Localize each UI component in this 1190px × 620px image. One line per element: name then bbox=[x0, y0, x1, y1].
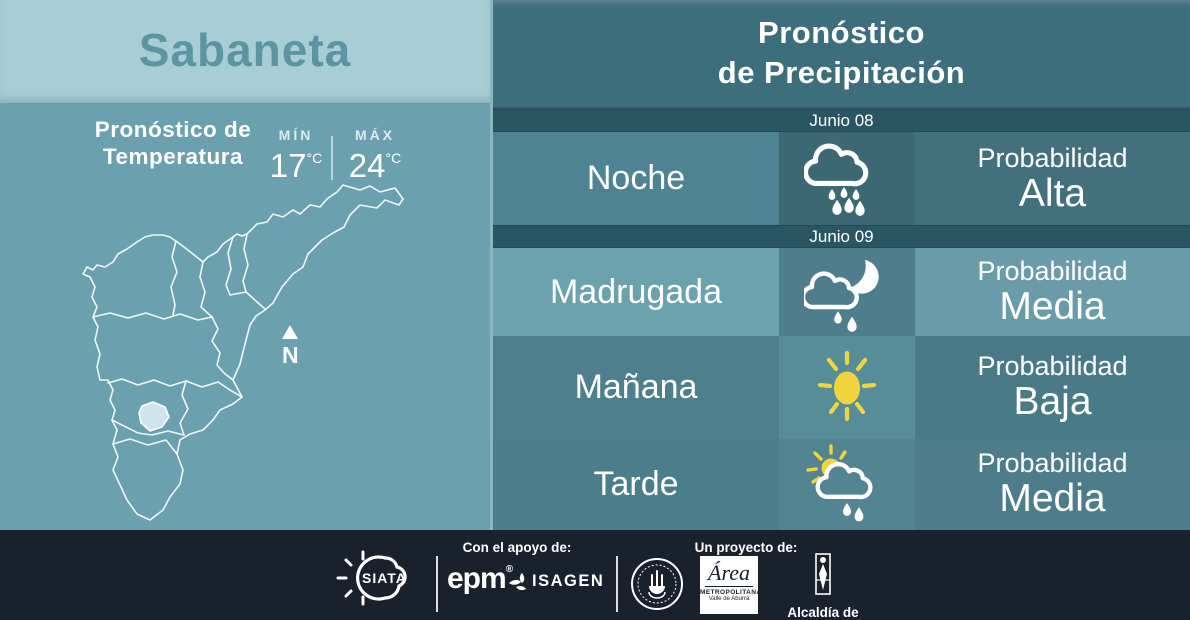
period-label-noche: Noche bbox=[493, 132, 779, 226]
medellin-seal-logo bbox=[631, 558, 683, 610]
forecast-row-noche: Noche Probabilidad Alta bbox=[493, 132, 1190, 226]
map-border-itagui-envigado bbox=[179, 380, 189, 436]
alcaldia-statue-icon bbox=[815, 553, 831, 595]
sabaneta-highlight bbox=[138, 401, 170, 432]
location-panel: Pronóstico de Temperatura MÍN 17°C MÁX 2… bbox=[0, 103, 490, 530]
forecast-row-tarde: Tarde bbox=[493, 438, 1190, 530]
forecast-row-madrugada: Madrugada Probabilidad Media bbox=[493, 248, 1190, 336]
alcaldia-medellin-logo: Alcaldía de Medellín bbox=[768, 550, 878, 620]
max-number: 24 bbox=[348, 147, 386, 184]
area-valle-label: Valle de Aburrá bbox=[708, 596, 750, 602]
north-indicator: N bbox=[282, 325, 299, 368]
moon-cloud-rain-icon bbox=[779, 248, 915, 336]
period-label-manana: Mañana bbox=[493, 335, 779, 439]
rain-cloud-icon bbox=[779, 132, 915, 226]
temperature-title-line2: Temperatura bbox=[102, 144, 244, 169]
min-label: MÍN bbox=[278, 127, 314, 143]
map-outer-boundary bbox=[82, 184, 404, 521]
precipitation-header: Pronóstico de Precipitación bbox=[493, 0, 1190, 110]
area-metropolitana-logo: Área METROPOLITANA Valle de Aburrá bbox=[700, 556, 762, 614]
map-border-barbosa bbox=[242, 233, 266, 310]
location-header: Sabaneta bbox=[0, 0, 490, 103]
north-label: N bbox=[282, 342, 299, 368]
max-value: 24°C bbox=[340, 147, 410, 185]
probability-value: Alta bbox=[1018, 171, 1087, 215]
min-max-divider bbox=[331, 136, 333, 180]
forecast-row-manana: Mañana Probabilidad Baja bbox=[493, 335, 1190, 439]
temperature-min: MÍN 17°C bbox=[264, 127, 328, 185]
footer-divider-2 bbox=[616, 556, 618, 612]
precipitation-title-line2: de Precipitación bbox=[717, 55, 966, 90]
sun-icon bbox=[779, 335, 915, 439]
date-strip-junio08: Junio 08 bbox=[493, 109, 1190, 133]
temperature-max: MÁX 24°C bbox=[340, 127, 410, 185]
area-script-label: Área bbox=[705, 560, 753, 587]
area-metropolitana-label: METROPOLITANA bbox=[700, 589, 762, 596]
date-strip-junio09: Junio 09 bbox=[493, 225, 1190, 249]
footer-divider-1 bbox=[436, 556, 438, 612]
probability-cell-madrugada: Probabilidad Media bbox=[915, 248, 1190, 336]
isagen-icon bbox=[509, 573, 526, 591]
isagen-label: ISAGEN bbox=[532, 571, 605, 590]
map-border-caldas bbox=[112, 438, 178, 455]
north-arrow-icon bbox=[282, 325, 298, 339]
probability-label: Probabilidad bbox=[977, 448, 1128, 479]
siata-logo: SIATA bbox=[336, 550, 407, 606]
period-label-madrugada: Madrugada bbox=[493, 248, 779, 336]
sun-cloud-rain-icon bbox=[779, 438, 915, 530]
map-border-copacabana bbox=[199, 261, 213, 318]
probability-value: Media bbox=[999, 477, 1106, 521]
min-unit: °C bbox=[306, 150, 323, 166]
probability-cell-tarde: Probabilidad Media bbox=[915, 438, 1190, 530]
max-label: MÁX bbox=[354, 127, 396, 143]
min-value: 17°C bbox=[264, 147, 328, 185]
min-number: 17 bbox=[269, 147, 307, 184]
map-border-girardota bbox=[225, 236, 247, 296]
probability-cell-manana: Probabilidad Baja bbox=[915, 335, 1190, 439]
isagen-logo: ISAGEN bbox=[508, 571, 604, 591]
probability-value: Baja bbox=[1013, 380, 1092, 424]
period-label-tarde: Tarde bbox=[493, 438, 779, 530]
probability-label: Probabilidad bbox=[977, 256, 1128, 287]
map-border-bello bbox=[170, 240, 178, 316]
epm-label: epm bbox=[447, 562, 507, 595]
map-border-estrella bbox=[111, 419, 185, 436]
project-label: Un proyecto de: bbox=[694, 540, 798, 555]
aburra-valley-map: N bbox=[82, 184, 404, 521]
map-border-central bbox=[211, 316, 234, 381]
epm-registered-mark: ® bbox=[505, 564, 514, 575]
alcaldia-label: Alcaldía de Medellín bbox=[787, 605, 859, 620]
probability-value: Media bbox=[999, 285, 1106, 329]
epm-logo: epm® bbox=[447, 562, 513, 596]
probability-label: Probabilidad bbox=[977, 351, 1128, 382]
max-unit: °C bbox=[385, 150, 402, 166]
precipitation-title-line1: Pronóstico bbox=[758, 15, 925, 50]
map-border-medellin-north bbox=[92, 312, 213, 321]
support-label: Con el apoyo de: bbox=[462, 540, 572, 555]
probability-label: Probabilidad bbox=[977, 142, 1128, 173]
probability-cell-noche: Probabilidad Alta bbox=[915, 132, 1190, 226]
map-border-medellin-south bbox=[107, 378, 243, 398]
temperature-title: Pronóstico de Temperatura bbox=[84, 116, 262, 170]
location-title: Sabaneta bbox=[138, 24, 352, 76]
siata-label: SIATA bbox=[362, 570, 407, 586]
precipitation-panel: Pronóstico de Precipitación Junio 08 Noc… bbox=[490, 0, 1190, 530]
footer-bar: Con el apoyo de: Un proyecto de: SIATA e… bbox=[0, 530, 1190, 620]
temperature-title-line1: Pronóstico de bbox=[94, 117, 252, 142]
